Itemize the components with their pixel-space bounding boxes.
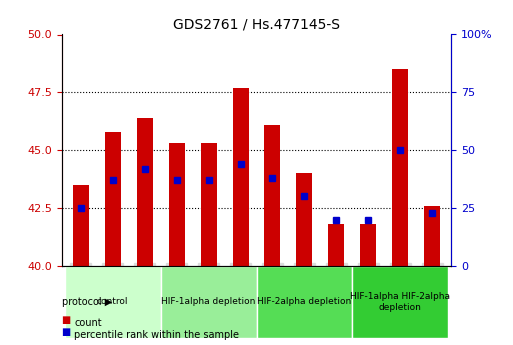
Text: HIF-2alpha depletion: HIF-2alpha depletion [258,297,351,306]
Text: ■: ■ [62,327,71,337]
Bar [73,185,89,266]
Text: protocol ▶: protocol ▶ [62,297,112,307]
Bar [265,125,281,266]
Bar [328,224,344,266]
Bar [169,143,185,266]
FancyBboxPatch shape [65,266,161,338]
Text: percentile rank within the sample: percentile rank within the sample [74,330,240,339]
Text: ■: ■ [62,315,71,325]
FancyBboxPatch shape [352,266,448,338]
Bar [105,132,121,266]
Bar [424,206,440,266]
Text: count: count [74,318,102,327]
Text: HIF-1alpha depletion: HIF-1alpha depletion [162,297,256,306]
Text: HIF-1alpha HIF-2alpha
depletion: HIF-1alpha HIF-2alpha depletion [350,292,450,312]
Bar [297,173,312,266]
Bar [201,143,216,266]
Bar [232,88,248,266]
Bar [136,118,153,266]
Text: control: control [97,297,128,306]
Bar [360,224,377,266]
FancyBboxPatch shape [256,266,352,338]
Title: GDS2761 / Hs.477145-S: GDS2761 / Hs.477145-S [173,18,340,32]
FancyBboxPatch shape [161,266,256,338]
Bar [392,69,408,266]
